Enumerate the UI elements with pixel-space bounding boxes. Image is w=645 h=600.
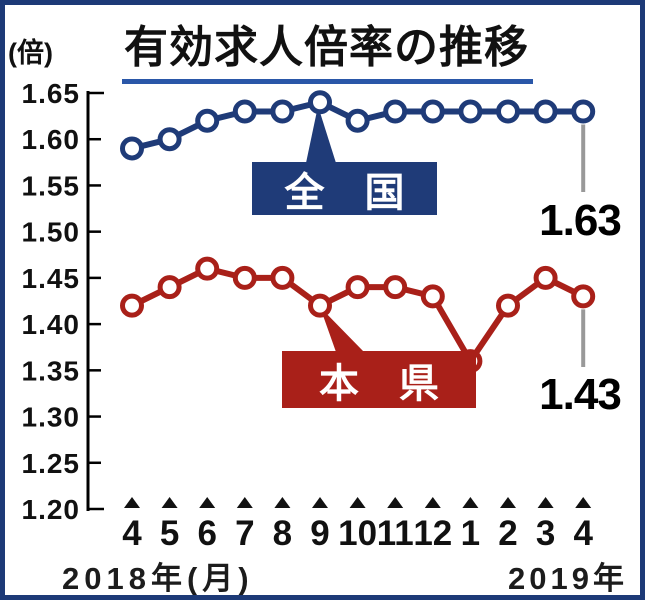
y-axis-tick-label: 1.60 [22,124,81,155]
x-axis-tick-label: 7 [235,514,254,553]
y-axis-unit-label: (倍) [8,38,53,68]
y-axis-tick-label: 1.45 [22,263,81,294]
prefecture-data-point-marker [420,284,445,309]
national-data-point-marker [496,99,520,124]
prefecture-data-point-marker [571,284,596,309]
y-axis: 1.65 1.60 1.55 1.50 1.45 1.40 1.35 1.30 1.25 1.20 [22,78,104,525]
x-axis-tick-arrow [236,497,253,508]
x-axis: 4 5 6 7 8 9 10 11 12 1 2 3 4 [122,497,593,553]
x-axis-tick-arrow [124,497,140,508]
national-data-point-marker [420,99,445,124]
national-data-point-marker [195,108,220,133]
x-axis-tick-label: 1 [461,514,480,553]
y-axis-tick-label: 1.30 [22,402,81,433]
national-data-point-marker [458,99,483,124]
x-axis-tick-label: 11 [377,514,414,553]
prefecture-data-point-marker [533,265,558,290]
x-axis-left-caption: 2018年(月) [62,561,254,596]
national-data-point-marker [270,99,295,124]
national-callout-pointer [306,106,336,163]
prefecture-callout-pointer [320,307,364,352]
prefecture-data-point-marker [270,265,295,290]
x-axis-tick-arrow [424,497,441,508]
prefecture-end-value-label: 1.43 [539,370,622,419]
national-data-point-marker [308,90,332,115]
prefecture-data-point-marker [345,275,370,300]
x-axis-tick-label: 3 [536,514,555,553]
x-axis-tick-label: 10 [338,514,377,553]
national-data-point-marker [157,127,182,152]
x-axis-tick-label: 8 [273,514,292,553]
national-end-value-label: 1.63 [539,196,622,245]
y-axis-tick-label: 1.55 [22,170,81,201]
national-data-point-marker [232,99,257,124]
x-axis-tick-label: 9 [310,514,329,553]
x-axis-tick-label: 5 [160,514,179,553]
y-axis-tick-label: 1.20 [22,494,81,525]
x-axis-tick-label: 2 [498,514,517,553]
x-axis-tick-arrow [575,497,592,508]
national-series-callout: 全 国 [252,162,437,215]
x-axis-tick-arrow [387,497,404,508]
chart-title: 有効求人倍率の推移 [122,11,533,84]
prefecture-series [120,256,596,374]
x-axis-tick-label: 6 [197,514,216,553]
prefecture-data-point-marker [496,293,520,318]
prefecture-series-callout: 本 県 [282,351,476,408]
prefecture-data-point-marker [383,275,408,300]
x-axis-tick-arrow [500,497,516,508]
y-axis-tick-label: 1.65 [22,78,81,109]
prefecture-data-point-marker [157,275,182,300]
x-axis-tick-arrow [349,497,366,508]
y-axis-tick-label: 1.40 [22,309,81,340]
x-axis-tick-arrow [312,497,328,508]
y-axis-tick-label: 1.35 [22,355,81,386]
x-axis-tick-label: 12 [413,514,452,553]
national-data-point-marker [383,99,408,124]
x-axis-right-caption: 2019年 [508,561,628,596]
prefecture-data-point-marker [195,256,220,281]
national-data-point-marker [571,99,596,124]
national-data-point-marker [120,136,144,161]
national-data-point-marker [345,108,370,133]
prefecture-data-point-marker [232,265,257,290]
national-data-point-marker [533,99,558,124]
prefecture-data-point-marker [120,293,144,318]
y-axis-tick-label: 1.50 [22,217,81,248]
x-axis-tick-arrow [462,497,479,508]
x-axis-tick-label: 4 [122,514,142,553]
x-axis-tick-arrow [199,497,216,508]
prefecture-data-point-marker [308,293,332,318]
x-axis-tick-label: 4 [573,514,593,553]
y-axis-tick-label: 1.25 [22,448,81,479]
x-axis-tick-arrow [161,497,178,508]
x-axis-tick-arrow [274,497,291,508]
x-axis-tick-arrow [537,497,554,508]
national-series [120,90,596,161]
